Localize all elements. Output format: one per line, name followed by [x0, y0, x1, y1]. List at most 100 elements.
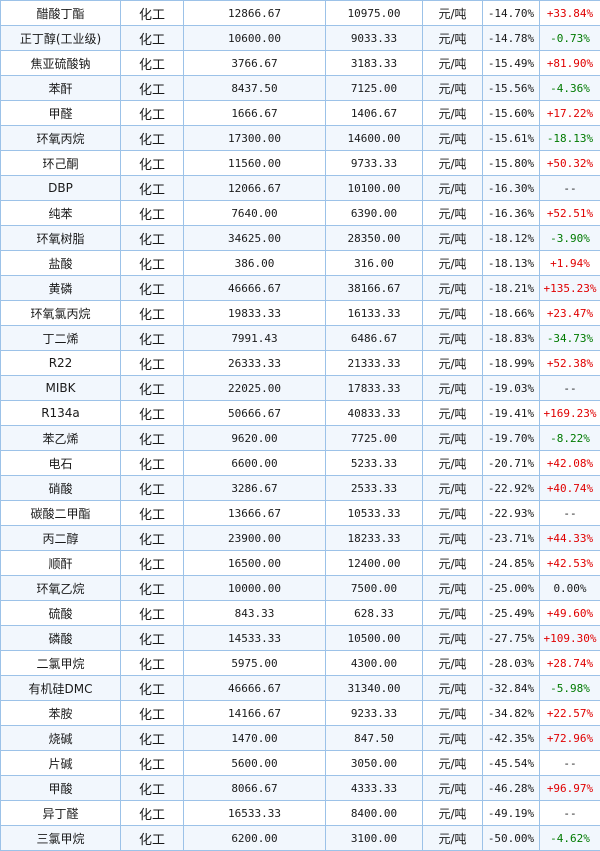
category-cell: 化工 [121, 1, 184, 26]
category-cell: 化工 [121, 176, 184, 201]
category-cell: 化工 [121, 751, 184, 776]
category-cell: 化工 [121, 551, 184, 576]
price-b-cell: 10500.00 [326, 626, 423, 651]
product-name-cell: 环氧树脂 [1, 226, 121, 251]
yoy-cell: +42.53% [540, 551, 600, 576]
yoy-cell: +22.57% [540, 701, 600, 726]
category-cell: 化工 [121, 676, 184, 701]
yoy-cell: +40.74% [540, 476, 600, 501]
category-cell: 化工 [121, 226, 184, 251]
unit-cell: 元/吨 [423, 526, 483, 551]
unit-cell: 元/吨 [423, 651, 483, 676]
price-b-cell: 7725.00 [326, 426, 423, 451]
yoy-cell: +28.74% [540, 651, 600, 676]
price-a-cell: 386.00 [184, 251, 326, 276]
price-a-cell: 5600.00 [184, 751, 326, 776]
product-name-cell: 醋酸丁酯 [1, 1, 121, 26]
price-a-cell: 3286.67 [184, 476, 326, 501]
unit-cell: 元/吨 [423, 401, 483, 426]
price-a-cell: 12866.67 [184, 1, 326, 26]
change-cell: -19.41% [483, 401, 540, 426]
price-a-cell: 9620.00 [184, 426, 326, 451]
yoy-cell: +17.22% [540, 101, 600, 126]
price-b-cell: 5233.33 [326, 451, 423, 476]
price-b-cell: 10975.00 [326, 1, 423, 26]
category-cell: 化工 [121, 126, 184, 151]
unit-cell: 元/吨 [423, 376, 483, 401]
yoy-cell: -- [540, 501, 600, 526]
price-a-cell: 1666.67 [184, 101, 326, 126]
price-a-cell: 23900.00 [184, 526, 326, 551]
yoy-cell: -- [540, 801, 600, 826]
price-b-cell: 9733.33 [326, 151, 423, 176]
change-cell: -49.19% [483, 801, 540, 826]
unit-cell: 元/吨 [423, 601, 483, 626]
category-cell: 化工 [121, 76, 184, 101]
yoy-cell: +135.23% [540, 276, 600, 301]
change-cell: -25.49% [483, 601, 540, 626]
change-cell: -16.30% [483, 176, 540, 201]
product-name-cell: 三氯甲烷 [1, 826, 121, 851]
price-a-cell: 17300.00 [184, 126, 326, 151]
price-a-cell: 19833.33 [184, 301, 326, 326]
category-cell: 化工 [121, 51, 184, 76]
category-cell: 化工 [121, 451, 184, 476]
change-cell: -42.35% [483, 726, 540, 751]
change-cell: -50.00% [483, 826, 540, 851]
price-a-cell: 3766.67 [184, 51, 326, 76]
unit-cell: 元/吨 [423, 51, 483, 76]
unit-cell: 元/吨 [423, 576, 483, 601]
price-a-cell: 34625.00 [184, 226, 326, 251]
yoy-cell: -0.73% [540, 26, 600, 51]
product-name-cell: 电石 [1, 451, 121, 476]
category-cell: 化工 [121, 626, 184, 651]
change-cell: -18.99% [483, 351, 540, 376]
yoy-cell: +52.51% [540, 201, 600, 226]
price-a-cell: 6200.00 [184, 826, 326, 851]
unit-cell: 元/吨 [423, 151, 483, 176]
price-a-cell: 14166.67 [184, 701, 326, 726]
price-b-cell: 28350.00 [326, 226, 423, 251]
product-name-cell: 环氧丙烷 [1, 126, 121, 151]
price-b-cell: 847.50 [326, 726, 423, 751]
price-b-cell: 9233.33 [326, 701, 423, 726]
product-name-cell: 硫酸 [1, 601, 121, 626]
unit-cell: 元/吨 [423, 776, 483, 801]
change-cell: -34.82% [483, 701, 540, 726]
price-b-cell: 18233.33 [326, 526, 423, 551]
yoy-cell: +1.94% [540, 251, 600, 276]
category-cell: 化工 [121, 651, 184, 676]
price-b-cell: 8400.00 [326, 801, 423, 826]
price-b-cell: 316.00 [326, 251, 423, 276]
product-name-cell: 环己酮 [1, 151, 121, 176]
yoy-cell: -18.13% [540, 126, 600, 151]
product-name-cell: R134a [1, 401, 121, 426]
category-cell: 化工 [121, 426, 184, 451]
unit-cell: 元/吨 [423, 251, 483, 276]
category-cell: 化工 [121, 776, 184, 801]
yoy-cell: 0.00% [540, 576, 600, 601]
change-cell: -16.36% [483, 201, 540, 226]
yoy-cell: +23.47% [540, 301, 600, 326]
price-b-cell: 40833.33 [326, 401, 423, 426]
change-cell: -15.56% [483, 76, 540, 101]
price-a-cell: 46666.67 [184, 676, 326, 701]
price-a-cell: 14533.33 [184, 626, 326, 651]
change-cell: -23.71% [483, 526, 540, 551]
price-b-cell: 3183.33 [326, 51, 423, 76]
price-a-cell: 16533.33 [184, 801, 326, 826]
change-cell: -32.84% [483, 676, 540, 701]
change-cell: -20.71% [483, 451, 540, 476]
